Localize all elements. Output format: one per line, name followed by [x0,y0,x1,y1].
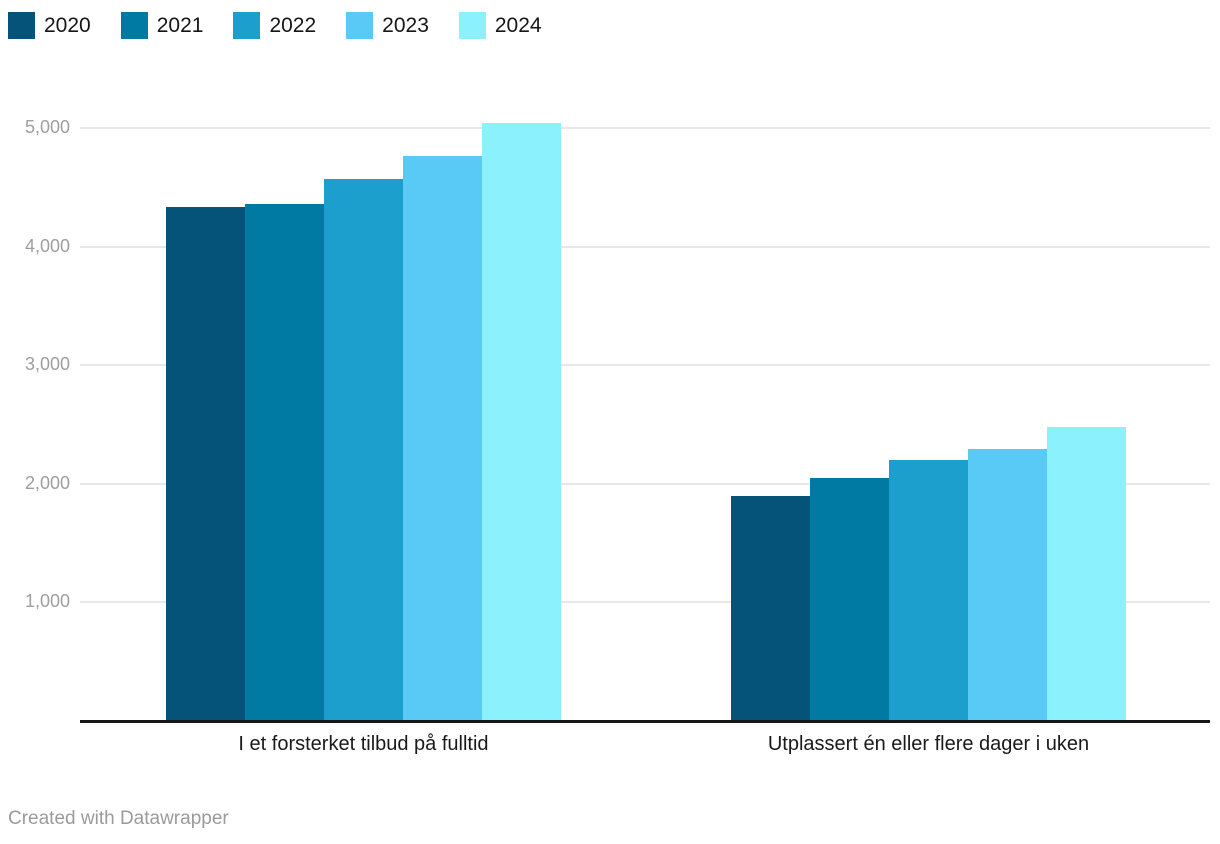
legend-label: 2020 [44,14,91,37]
bar-2020-group-1[interactable] [166,207,245,721]
legend-swatch-2020 [8,12,35,39]
chart-legend: 2020 2021 2022 2023 2024 [8,12,542,39]
legend-swatch-2024 [458,12,486,39]
gridline-4000 [80,245,1210,248]
y-axis-tick-label: 1,000 [24,591,70,612]
gridline-5000 [80,127,1210,129]
legend-item-2021[interactable]: 2021 [120,12,204,39]
bar-2024-group-2[interactable] [1047,426,1126,721]
legend-swatch-2022 [233,12,261,39]
bar-2021-group-1[interactable] [245,203,324,721]
footer-credit: Created with Datawrapper [8,808,229,829]
legend-item-2024[interactable]: 2024 [458,12,542,39]
legend-item-2022[interactable]: 2022 [233,12,316,39]
bar-2023-group-2[interactable] [968,449,1047,721]
bar-2020-group-2[interactable] [731,495,810,721]
bar-2022-group-1[interactable] [324,178,403,721]
legend-label: 2021 [156,14,204,37]
x-axis-line [80,720,1210,723]
bar-2024-group-1[interactable] [482,123,561,721]
y-axis-tick-label: 5,000 [24,117,70,137]
gridline-1000 [80,601,1210,604]
gridline-2000 [80,482,1210,485]
category-label-2: Utplassert én eller flere dager i uken [767,733,1090,755]
legend-label: 2022 [269,14,317,37]
category-label-1: I et forsterket tilbud på fulltid [238,733,489,755]
y-axis-tick-label: 4,000 [24,235,70,256]
legend-label: 2023 [382,14,429,37]
legend-item-2020[interactable]: 2020 [8,12,91,39]
bar-2021-group-2[interactable] [810,477,889,721]
gridline-3000 [80,364,1210,367]
y-axis-tick-label: 2,000 [24,472,70,493]
bar-2023-group-1[interactable] [403,156,482,721]
bar-2022-group-2[interactable] [889,460,968,721]
legend-swatch-2023 [346,12,374,39]
legend-item-2023[interactable]: 2023 [346,12,429,39]
legend-swatch-2021 [120,12,148,39]
legend-label: 2024 [494,14,542,37]
y-axis-tick-label: 3,000 [24,354,70,375]
